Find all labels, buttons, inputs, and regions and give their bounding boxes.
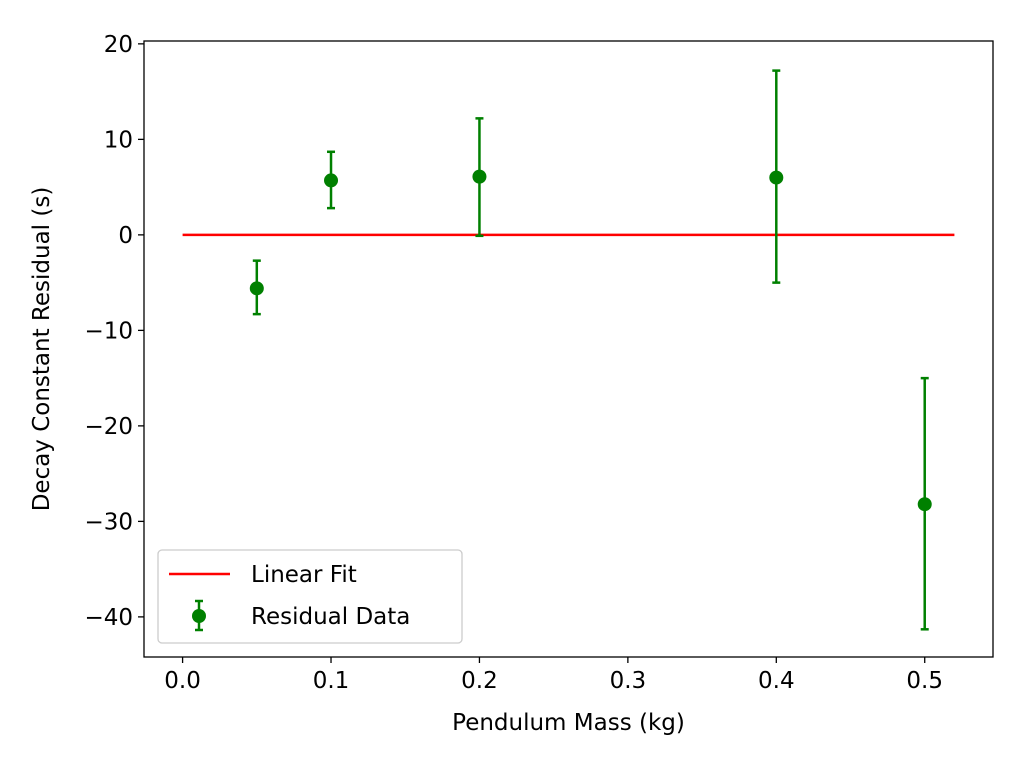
plot-content [182,69,955,631]
legend-box [157,549,463,644]
y-tick-label: −20 [84,414,133,440]
legend-marker [192,609,206,623]
y-tick-label: −10 [84,318,133,344]
x-tick-label: 0.1 [313,668,350,694]
x-tick-label: 0.2 [461,668,498,694]
data-marker [917,497,932,512]
data-point-residual [472,117,487,238]
x-tick-label: 0.4 [758,668,795,694]
data-point-residual [917,376,932,631]
y-axis-label: Decay Constant Residual (s) [29,187,55,512]
data-marker [324,173,339,188]
y-tick-label: −40 [84,605,133,631]
x-axis-label: Pendulum Mass (kg) [452,710,685,736]
legend-label-residual-data: Residual Data [251,604,410,630]
data-point-residual [769,69,784,284]
data-marker [472,169,487,184]
legend-swatch-residual-data [192,599,206,632]
plot-frame [143,40,994,658]
legend-label-linear-fit: Linear Fit [251,562,357,588]
legend: Linear Fit Residual Data [157,549,463,644]
y-axis: 20 10 0 −10 −20 −30 −40 [84,32,144,631]
data-point-residual [249,259,264,316]
data-marker [769,170,784,185]
data-marker [249,281,264,296]
x-tick-label: 0.5 [906,668,943,694]
x-tick-label: 0.3 [610,668,647,694]
y-tick-label: −30 [84,509,133,535]
y-tick-label: 20 [104,32,133,58]
y-tick-label: 0 [118,223,133,249]
x-tick-label: 0.0 [164,668,201,694]
y-tick-label: 10 [104,127,133,153]
x-axis: 0.0 0.1 0.2 0.3 0.4 0.5 [164,657,943,694]
data-point-residual [324,150,339,210]
